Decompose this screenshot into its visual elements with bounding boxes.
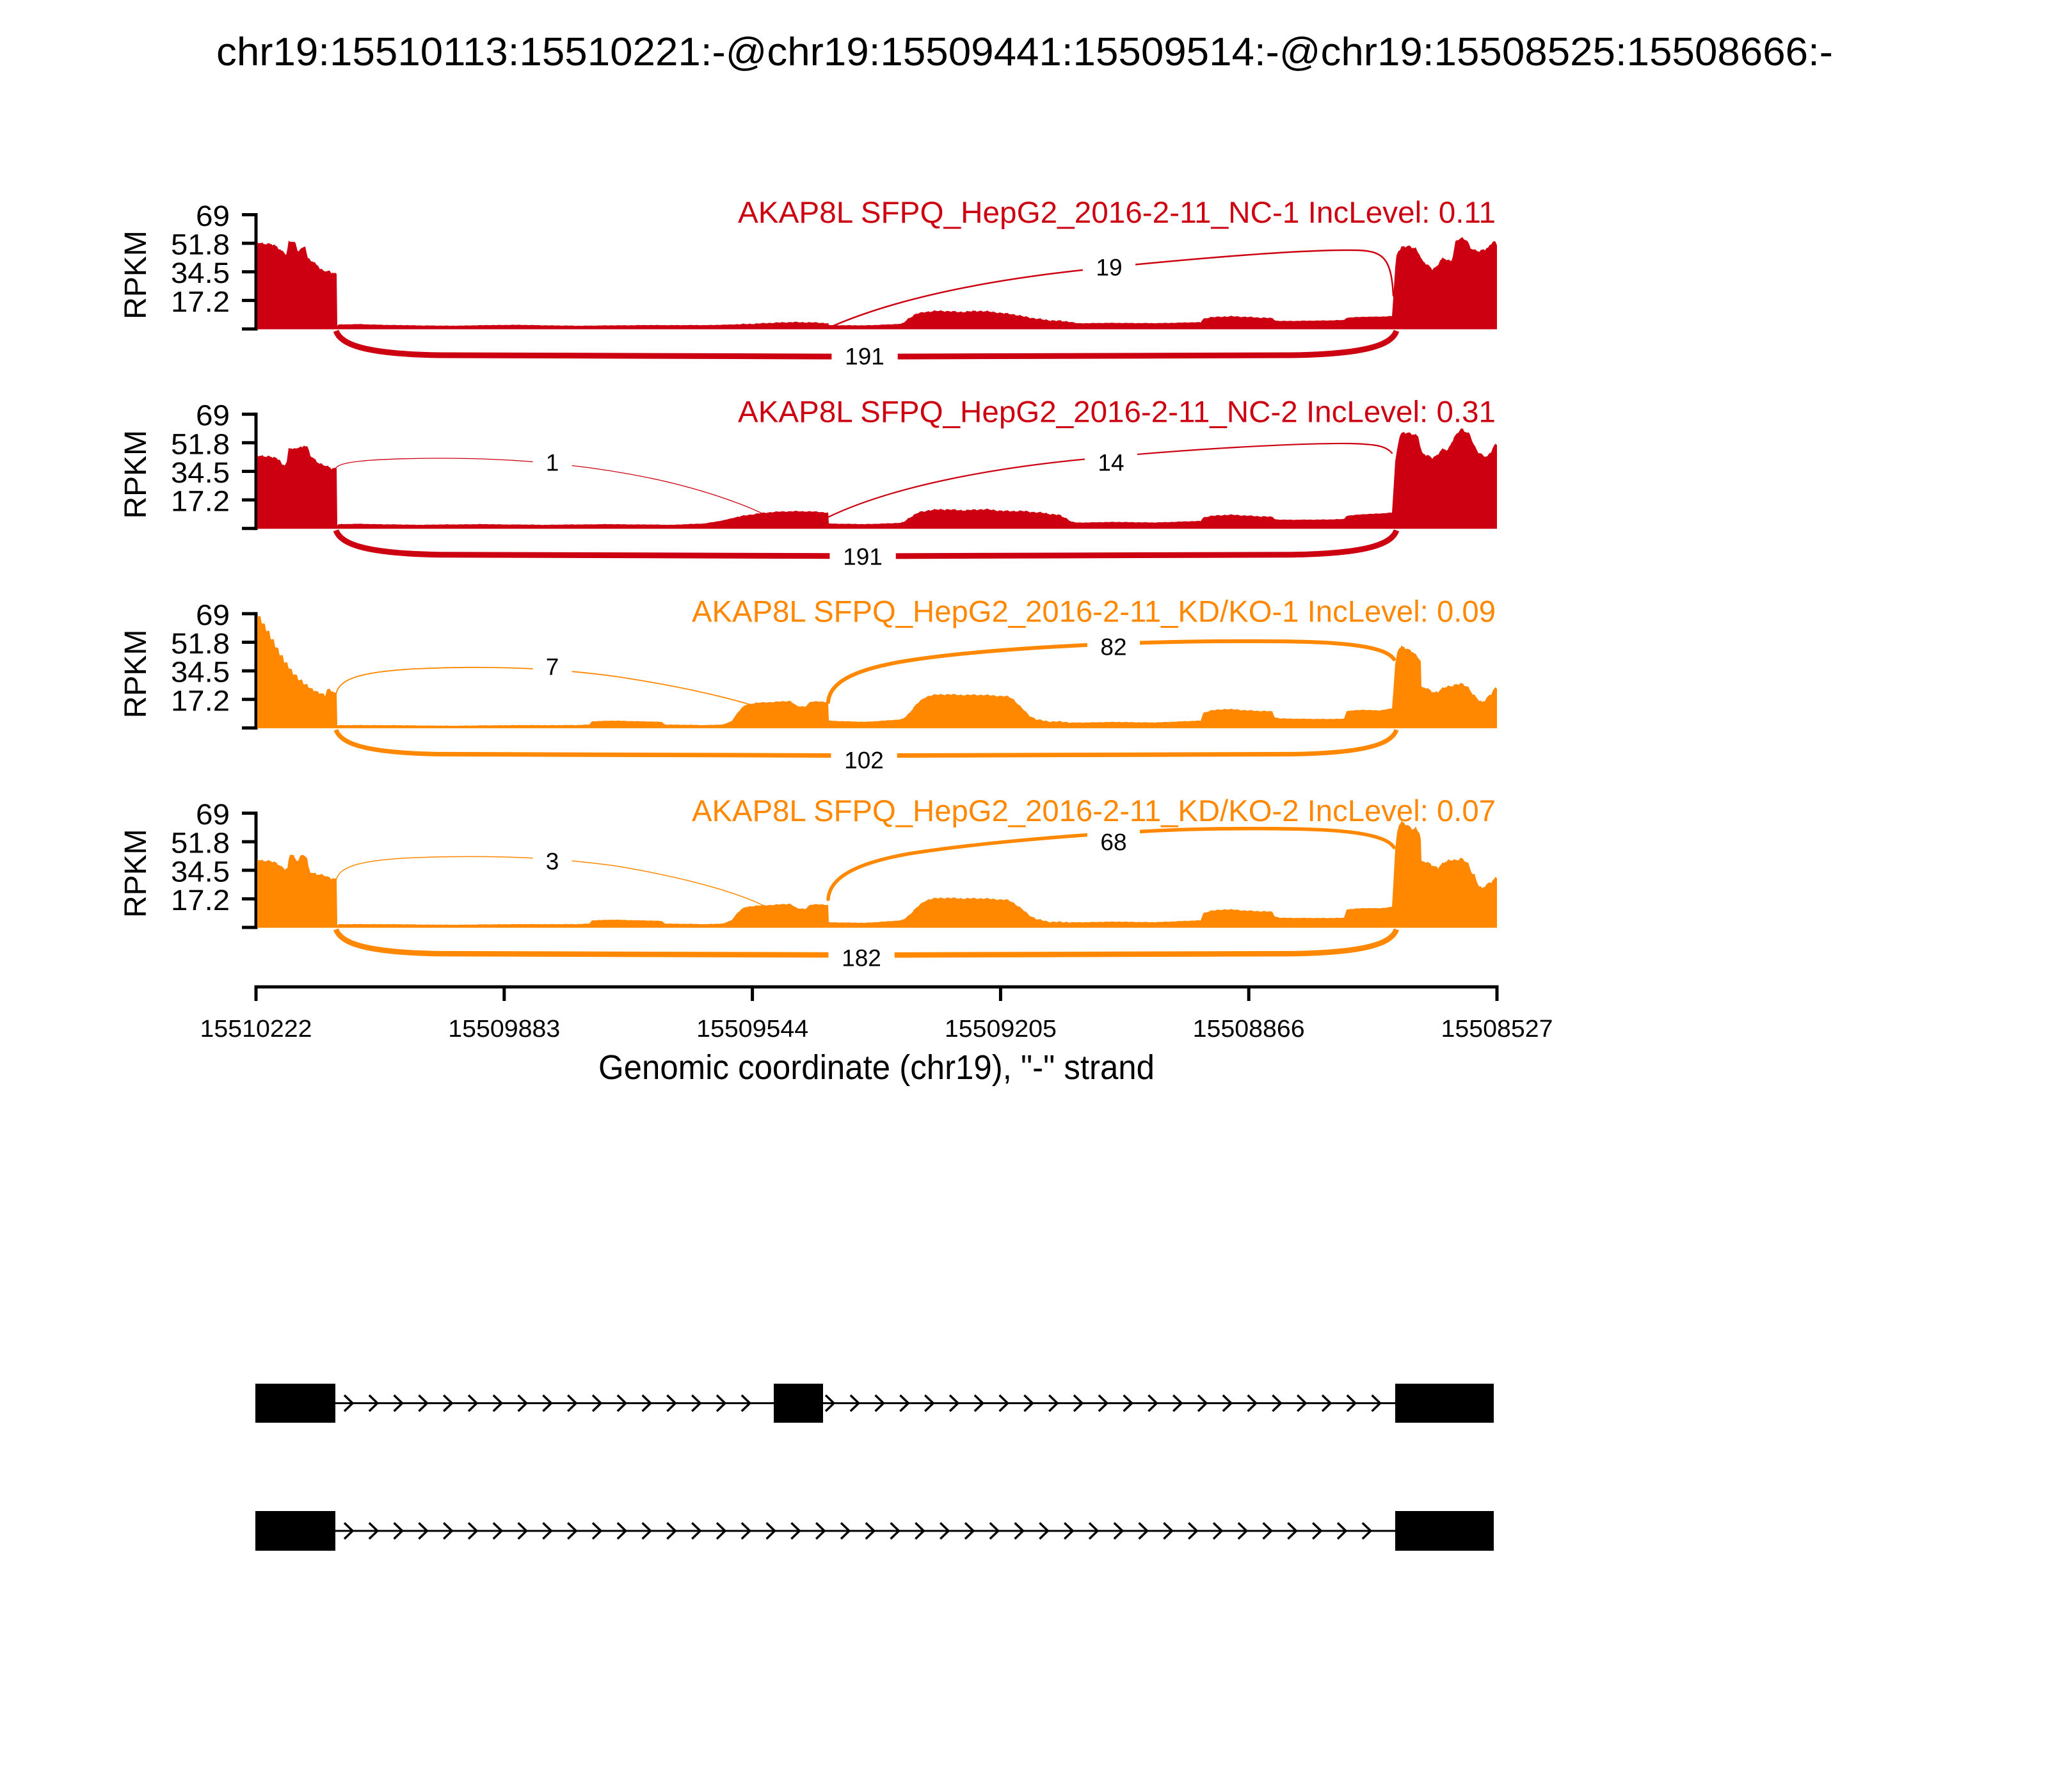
svg-text:51.8: 51.8 [171, 228, 230, 261]
svg-text:7: 7 [546, 654, 559, 680]
svg-text:RPKM: RPKM [119, 430, 153, 519]
svg-text:RPKM: RPKM [119, 630, 153, 719]
svg-text:17.2: 17.2 [171, 684, 230, 717]
svg-text:15509883: 15509883 [448, 1016, 560, 1043]
svg-text:51.8: 51.8 [171, 627, 230, 660]
svg-text:102: 102 [844, 748, 884, 774]
svg-text:AKAP8L SFPQ_HepG2_2016-2-11_NC: AKAP8L SFPQ_HepG2_2016-2-11_NC-2 IncLeve… [738, 396, 1496, 429]
svg-text:17.2: 17.2 [171, 485, 230, 518]
svg-text:15509205: 15509205 [945, 1016, 1057, 1043]
svg-text:191: 191 [845, 344, 884, 370]
svg-text:34.5: 34.5 [171, 257, 230, 289]
svg-text:69: 69 [196, 200, 230, 232]
svg-text:AKAP8L SFPQ_HepG2_2016-2-11_KD: AKAP8L SFPQ_HepG2_2016-2-11_KD/KO-1 IncL… [692, 595, 1496, 628]
svg-text:AKAP8L SFPQ_HepG2_2016-2-11_KD: AKAP8L SFPQ_HepG2_2016-2-11_KD/KO-2 IncL… [692, 794, 1496, 828]
svg-text:69: 69 [196, 399, 230, 432]
svg-text:191: 191 [843, 544, 883, 570]
svg-text:51.8: 51.8 [171, 428, 230, 460]
svg-text:69: 69 [196, 798, 230, 831]
svg-text:14: 14 [1098, 450, 1124, 476]
svg-text:82: 82 [1100, 634, 1126, 660]
svg-text:182: 182 [842, 945, 881, 972]
svg-text:69: 69 [196, 598, 230, 631]
svg-text:17.2: 17.2 [171, 884, 230, 916]
svg-text:15508527: 15508527 [1441, 1016, 1553, 1043]
svg-text:68: 68 [1100, 829, 1126, 856]
svg-text:chr19:15510113:15510221:-@chr1: chr19:15510113:15510221:-@chr19:15509441… [216, 29, 1833, 74]
svg-text:17.2: 17.2 [171, 285, 230, 318]
svg-text:34.5: 34.5 [171, 456, 230, 489]
svg-text:15509544: 15509544 [696, 1016, 808, 1043]
svg-text:Genomic coordinate (chr19), "-: Genomic coordinate (chr19), "-" strand [598, 1048, 1155, 1087]
svg-text:3: 3 [546, 849, 559, 875]
svg-text:15508866: 15508866 [1193, 1016, 1305, 1043]
svg-text:34.5: 34.5 [171, 656, 230, 689]
svg-text:RPKM: RPKM [119, 230, 153, 319]
svg-text:AKAP8L SFPQ_HepG2_2016-2-11_NC: AKAP8L SFPQ_HepG2_2016-2-11_NC-1 IncLeve… [738, 196, 1496, 230]
svg-text:1: 1 [546, 450, 559, 476]
svg-text:51.8: 51.8 [171, 827, 230, 860]
svg-text:34.5: 34.5 [171, 855, 230, 888]
svg-text:15510222: 15510222 [200, 1016, 312, 1043]
svg-text:RPKM: RPKM [119, 829, 153, 918]
svg-text:19: 19 [1096, 255, 1122, 281]
